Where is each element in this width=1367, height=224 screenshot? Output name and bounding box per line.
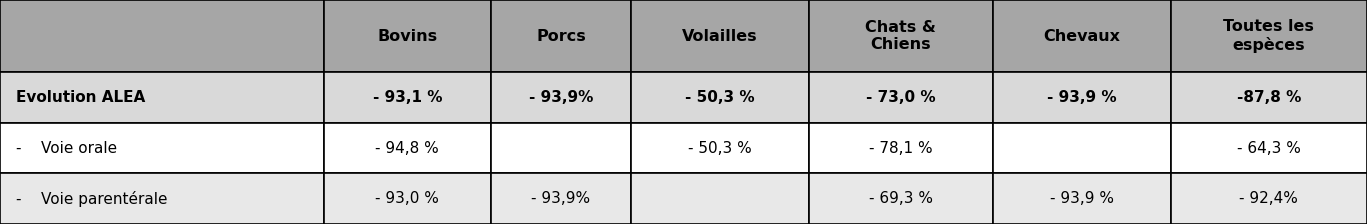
Text: - 50,3 %: - 50,3 % [685,90,755,105]
Bar [491,0,632,72]
Bar [0,72,324,123]
Text: Chats &
Chiens: Chats & Chiens [865,20,936,52]
Text: Volailles: Volailles [682,29,757,44]
Text: - 93,9%: - 93,9% [529,90,593,105]
Bar [632,123,809,173]
Bar [0,0,324,72]
Bar [632,173,809,224]
Text: -    Voie orale: - Voie orale [16,141,118,156]
Bar [992,0,1170,72]
Bar [324,72,491,123]
Text: -87,8 %: -87,8 % [1237,90,1301,105]
Text: - 92,4%: - 92,4% [1240,191,1299,206]
Text: - 93,0 %: - 93,0 % [376,191,439,206]
Bar [809,123,992,173]
Bar [0,173,324,224]
Bar [992,123,1170,173]
Bar [491,72,632,123]
Text: - 73,0 %: - 73,0 % [867,90,936,105]
Text: Evolution ALEA: Evolution ALEA [16,90,145,105]
Bar [632,0,809,72]
Text: - 69,3 %: - 69,3 % [869,191,932,206]
Bar [809,72,992,123]
Bar [324,173,491,224]
Bar [1170,123,1367,173]
Bar [324,123,491,173]
Text: Porcs: Porcs [536,29,586,44]
Text: - 78,1 %: - 78,1 % [869,141,932,156]
Bar [1170,72,1367,123]
Bar [809,0,992,72]
Text: - 93,9 %: - 93,9 % [1050,191,1114,206]
Bar [992,173,1170,224]
Bar [491,173,632,224]
Text: -    Voie parentérale: - Voie parentérale [16,191,168,207]
Bar [1170,0,1367,72]
Text: Bovins: Bovins [377,29,437,44]
Text: - 93,9 %: - 93,9 % [1047,90,1117,105]
Text: - 64,3 %: - 64,3 % [1237,141,1301,156]
Text: - 50,3 %: - 50,3 % [689,141,752,156]
Bar [0,123,324,173]
Text: Chevaux: Chevaux [1043,29,1120,44]
Bar [992,72,1170,123]
Text: - 94,8 %: - 94,8 % [376,141,439,156]
Bar [491,123,632,173]
Bar [324,0,491,72]
Text: - 93,1 %: - 93,1 % [373,90,442,105]
Bar [809,173,992,224]
Text: - 93,9%: - 93,9% [532,191,591,206]
Bar [1170,173,1367,224]
Bar [632,72,809,123]
Text: Toutes les
espèces: Toutes les espèces [1223,19,1314,53]
